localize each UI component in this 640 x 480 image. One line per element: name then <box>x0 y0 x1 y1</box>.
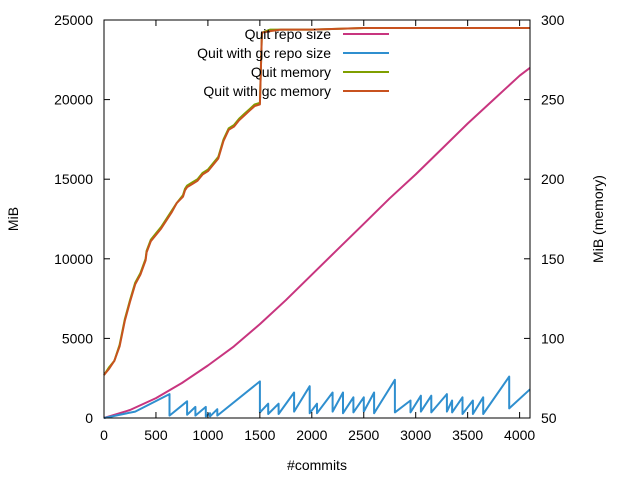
y-tick-label: 15000 <box>54 171 93 187</box>
y2-axis-ticks: 50 100 150 200 250 300 <box>524 12 565 426</box>
legend-label: Quit with gc repo size <box>197 45 331 61</box>
legend-label: Quit with gc memory <box>203 83 331 99</box>
y2-tick-label: 200 <box>541 171 565 187</box>
series-line-4 <box>103 27 530 376</box>
series-line-1 <box>103 67 531 419</box>
y-tick-label: 10000 <box>54 251 93 267</box>
x-axis-ticks: 0 500 1000 1500 2000 2500 3000 3500 4000 <box>100 20 535 443</box>
series-line-2 <box>103 375 531 419</box>
y-axis-ticks: 0 5000 10000 15000 20000 25000 <box>54 12 110 426</box>
y-axis-label: MiB <box>5 207 21 231</box>
legend: Quit repo size Quit with gc repo size Quit… <box>197 26 389 99</box>
y2-tick-label: 150 <box>541 251 565 267</box>
y2-axis-label: MiB (memory) <box>590 175 606 263</box>
x-tick-label: 2000 <box>296 427 327 443</box>
x-tick-label: 1000 <box>192 427 223 443</box>
y-tick-label: 20000 <box>54 92 93 108</box>
y2-tick-label: 300 <box>541 12 565 28</box>
x-tick-label: 3500 <box>452 427 483 443</box>
series-lines <box>103 27 531 419</box>
y2-tick-label: 250 <box>541 92 565 108</box>
legend-label: Quit repo size <box>245 26 332 42</box>
x-tick-label: 3000 <box>400 427 431 443</box>
y-tick-label: 0 <box>85 410 93 426</box>
x-tick-label: 2500 <box>348 427 379 443</box>
x-tick-label: 4000 <box>504 427 535 443</box>
x-axis-label: #commits <box>287 457 347 473</box>
y2-tick-label: 50 <box>541 410 557 426</box>
plot-frame <box>103 19 531 419</box>
y2-tick-label: 100 <box>541 330 565 346</box>
y-tick-label: 5000 <box>62 330 93 346</box>
legend-label: Quit memory <box>251 64 331 80</box>
x-tick-label: 0 <box>100 427 108 443</box>
x-tick-label: 500 <box>144 427 168 443</box>
y-tick-label: 25000 <box>54 12 93 28</box>
x-tick-label: 1500 <box>244 427 275 443</box>
series-line-3 <box>103 27 530 376</box>
